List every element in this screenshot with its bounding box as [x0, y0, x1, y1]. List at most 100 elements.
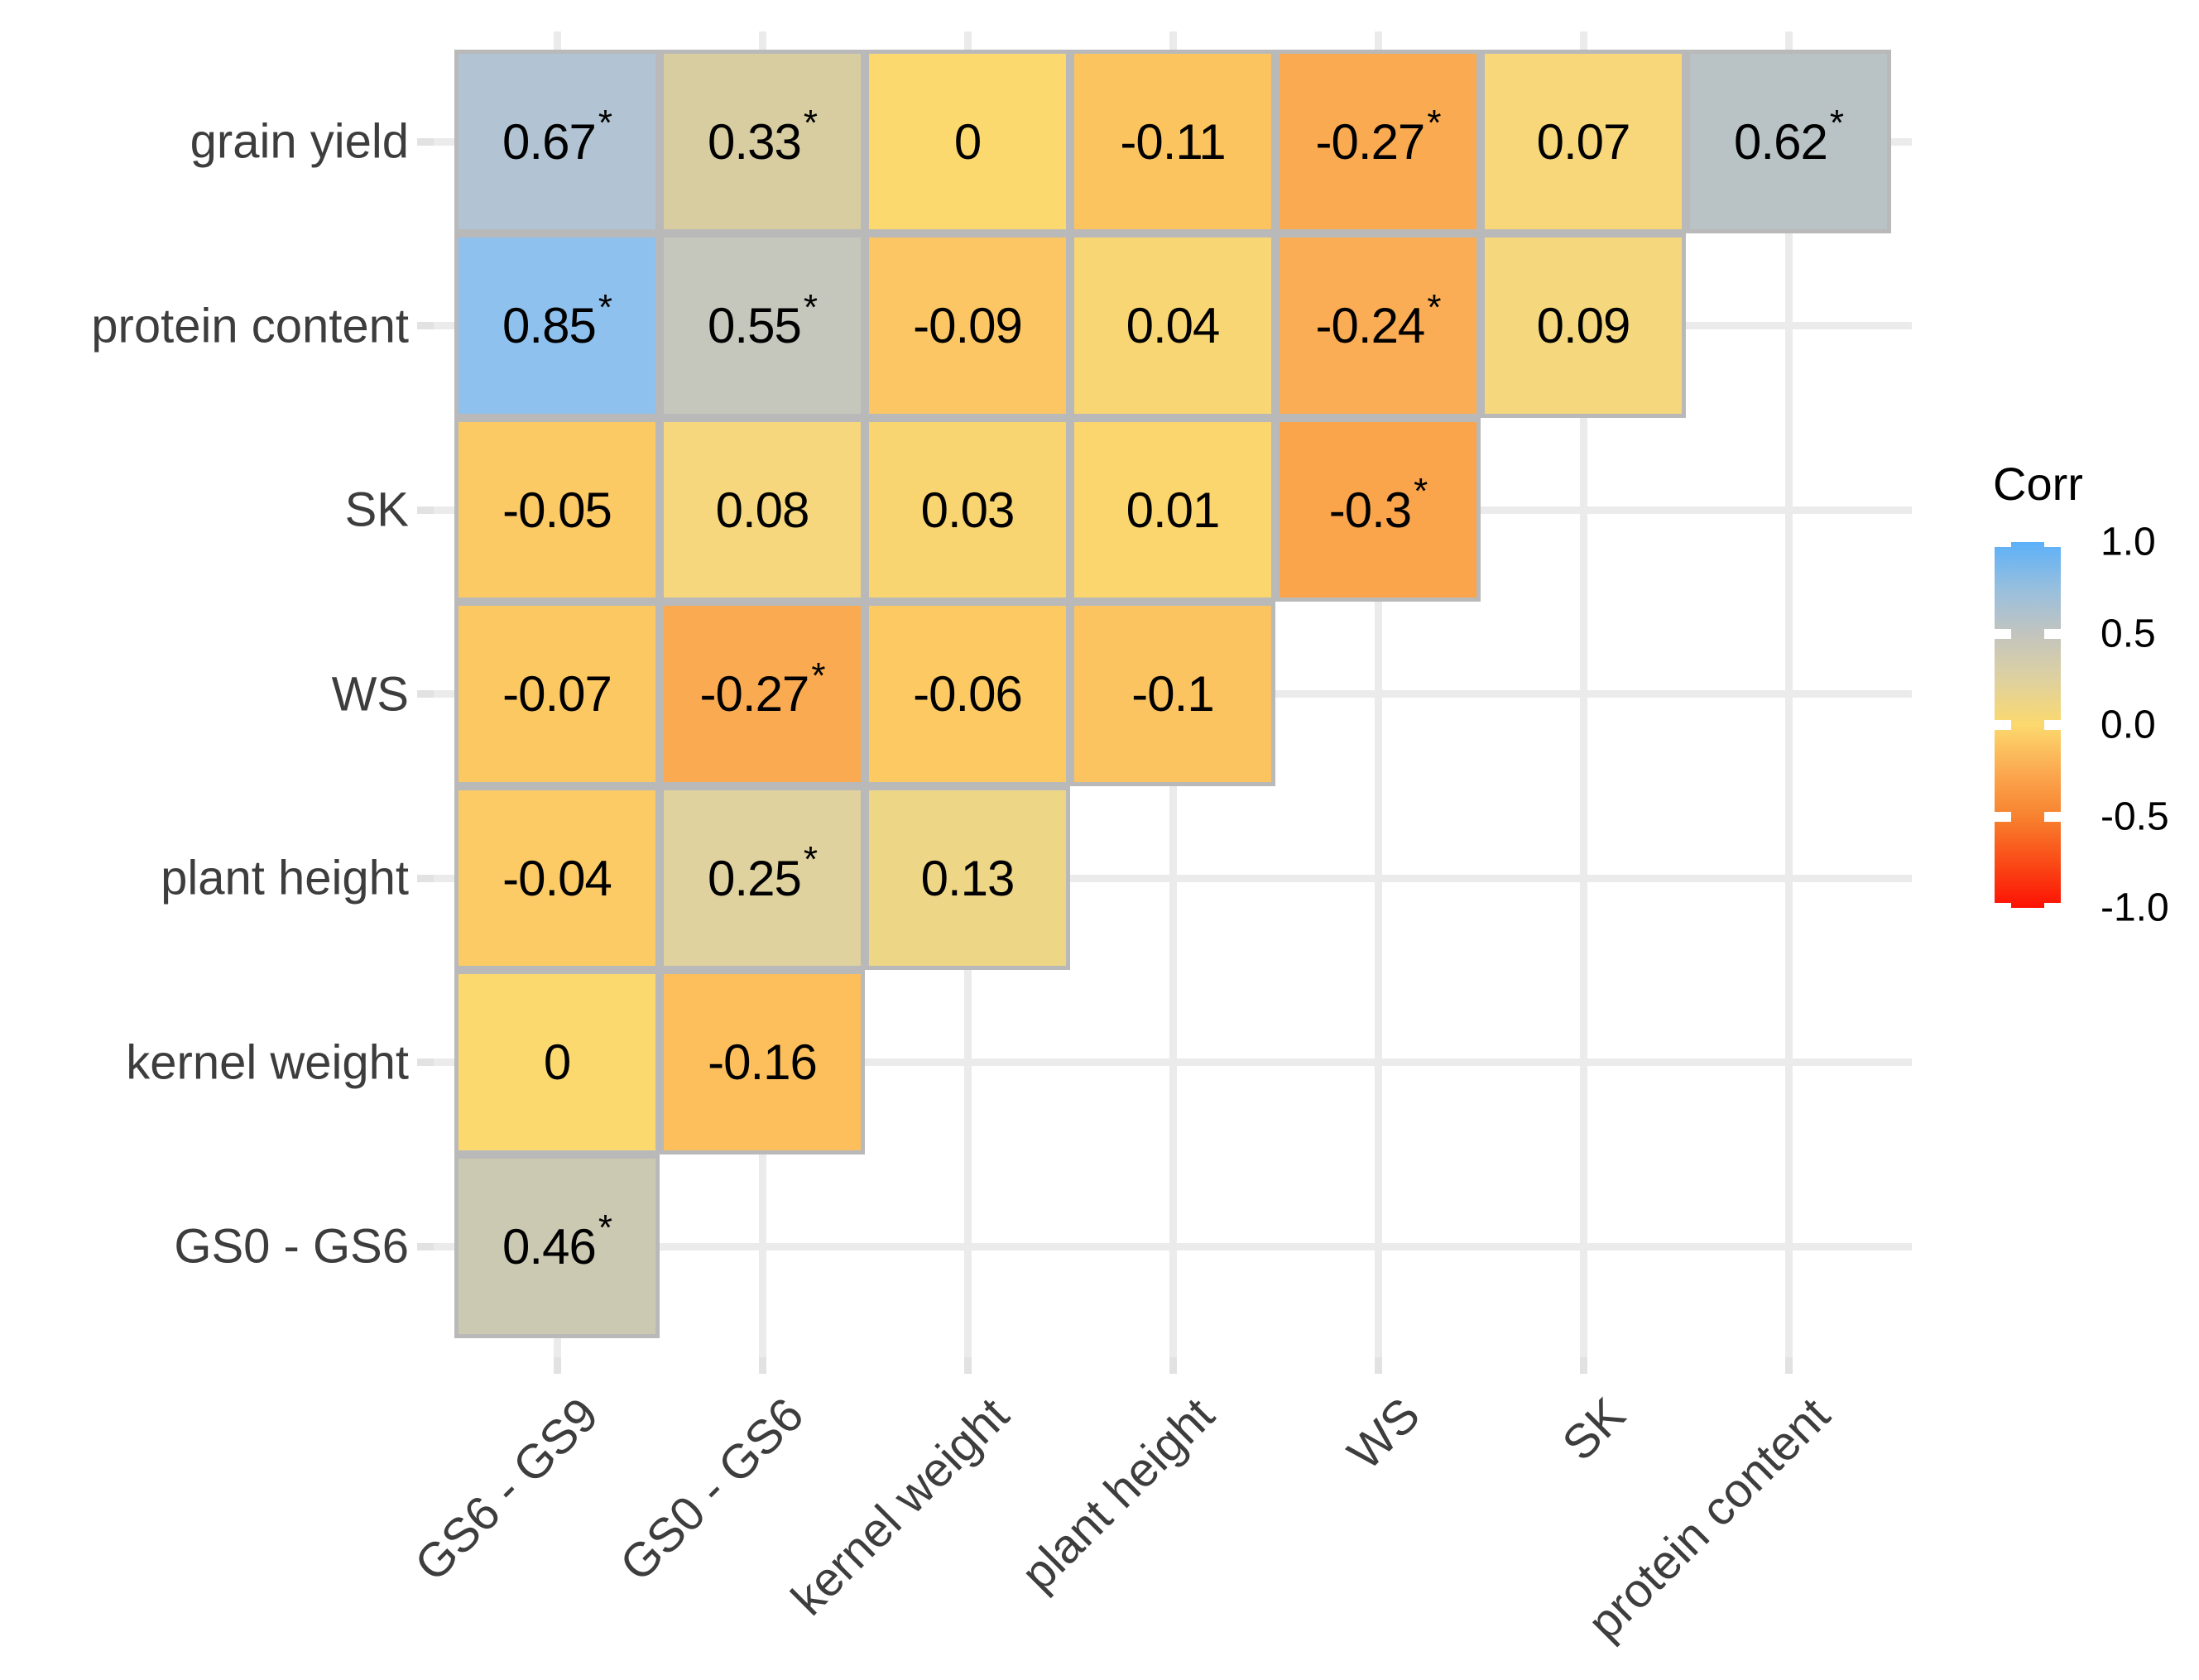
corr-tile	[454, 1154, 660, 1339]
corr-value: 0.09	[1481, 233, 1686, 418]
corr-tile	[454, 785, 660, 971]
y-axis-tick	[417, 322, 434, 329]
corr-value: 0.33 *	[660, 50, 865, 234]
colorbar-tick-notch	[2044, 628, 2061, 639]
y-axis-tick	[417, 1058, 434, 1066]
colorbar-tick-notch	[2044, 537, 2061, 547]
colorbar-tick-notch	[2044, 903, 2061, 913]
corr-tile	[865, 785, 1070, 971]
corr-value: -0.09	[865, 233, 1070, 418]
corr-value-number: 0.04	[1126, 298, 1221, 353]
corr-value: -0.3 *	[1275, 418, 1481, 602]
corr-value-number: -0.27	[699, 666, 810, 722]
corr-tile	[1481, 49, 1686, 234]
corr-value-number: -0.04	[502, 850, 612, 906]
corr-value: 0.08	[660, 418, 865, 602]
corr-value: -0.27 *	[1275, 50, 1481, 234]
y-axis-tick	[417, 1242, 434, 1250]
x-axis-tick	[963, 1357, 972, 1374]
y-axis-tick	[417, 874, 434, 882]
corr-tile	[1275, 49, 1481, 234]
corr-value-number: 0.08	[715, 482, 810, 538]
x-axis-tick	[1784, 1357, 1793, 1374]
colorbar-tick-notch	[2044, 720, 2061, 730]
corr-value-number: -0.11	[1120, 113, 1226, 170]
corr-value-number: 0.62	[1734, 113, 1828, 170]
corr-value: -0.11	[1070, 50, 1275, 234]
colorbar-tick-notch	[2044, 811, 2061, 822]
x-axis-tick	[1579, 1357, 1587, 1374]
corr-tile	[865, 49, 1070, 234]
corr-tile	[454, 602, 660, 786]
corr-tile	[454, 970, 660, 1154]
significance-star: *	[1414, 471, 1428, 511]
significance-star: *	[803, 103, 818, 143]
significance-star: *	[1829, 103, 1844, 143]
corr-value: -0.05	[454, 418, 660, 602]
corr-value: 0.67 *	[454, 50, 660, 234]
legend-title: Corr	[1993, 458, 2083, 510]
corr-value: 0.55 *	[660, 233, 865, 418]
corr-tile	[1070, 233, 1275, 418]
corr-value-number: 0.46	[502, 1218, 597, 1274]
x-axis-tick	[1374, 1357, 1382, 1374]
corr-tile	[660, 49, 865, 234]
colorbar-tick-notch	[1995, 903, 2011, 913]
colorbar-tick-notch	[1995, 720, 2011, 730]
corr-tile	[1275, 233, 1481, 418]
significance-star: *	[598, 103, 612, 143]
corr-value-number: -0.06	[913, 666, 1023, 722]
corr-value: 0	[865, 50, 1070, 234]
corr-value-number: 0.67	[502, 113, 597, 170]
corr-value-number: 0.55	[708, 298, 802, 353]
corr-value: -0.04	[454, 786, 660, 971]
colorbar-tick-label: 1.0	[2101, 520, 2156, 564]
corr-value: 0.13	[865, 786, 1070, 971]
panel-gridline-horizontal	[434, 1058, 1912, 1066]
corr-value: 0.62 *	[1686, 50, 1891, 234]
corr-value-number: -0.24	[1315, 298, 1426, 353]
corr-value-number: 0.01	[1126, 482, 1221, 538]
corr-value: 0.01	[1070, 418, 1275, 602]
corr-tile	[660, 970, 865, 1154]
corr-value-number: -0.09	[913, 298, 1023, 353]
corr-value-number: 0.13	[920, 850, 1015, 906]
corr-value-number: -0.05	[502, 482, 612, 538]
significance-star: *	[811, 655, 825, 696]
y-axis-label: kernel weight	[126, 1035, 409, 1089]
corr-value-number: 0.07	[1536, 113, 1631, 170]
corr-tile	[660, 233, 865, 418]
corr-tile	[1275, 417, 1481, 602]
corr-value-number: -0.07	[502, 666, 612, 722]
corr-value: 0.04	[1070, 233, 1275, 418]
y-axis-label: GS0 - GS6	[174, 1219, 409, 1274]
corr-value-number: 0	[953, 113, 982, 170]
significance-star: *	[803, 286, 818, 328]
corr-tile	[660, 417, 865, 602]
corr-tile	[1070, 49, 1275, 234]
corr-tile	[1686, 49, 1891, 234]
y-axis-tick	[417, 690, 434, 698]
corr-tile	[865, 233, 1070, 418]
corr-value-number: -0.16	[708, 1034, 818, 1090]
y-axis-label: grain yield	[190, 114, 409, 169]
corr-value: 0.03	[865, 418, 1070, 602]
corr-value-number: 0.03	[920, 482, 1015, 538]
y-axis-label: SK	[344, 482, 409, 537]
corr-value: 0.85 *	[454, 233, 660, 418]
corr-value-number: -0.1	[1131, 666, 1214, 722]
corr-value-number: 0.85	[502, 298, 597, 353]
corr-value-number: 0.09	[1536, 298, 1631, 353]
corr-value: -0.27 *	[660, 602, 865, 786]
colorbar-tick-label: -0.5	[2101, 794, 2169, 838]
corr-tile	[1481, 233, 1686, 418]
significance-star: *	[598, 286, 612, 328]
corr-tile	[865, 602, 1070, 786]
colorbar-tick-label: 0.5	[2101, 612, 2156, 655]
x-axis-tick	[1169, 1357, 1177, 1374]
corr-tile	[1070, 417, 1275, 602]
x-axis-tick	[553, 1357, 561, 1374]
